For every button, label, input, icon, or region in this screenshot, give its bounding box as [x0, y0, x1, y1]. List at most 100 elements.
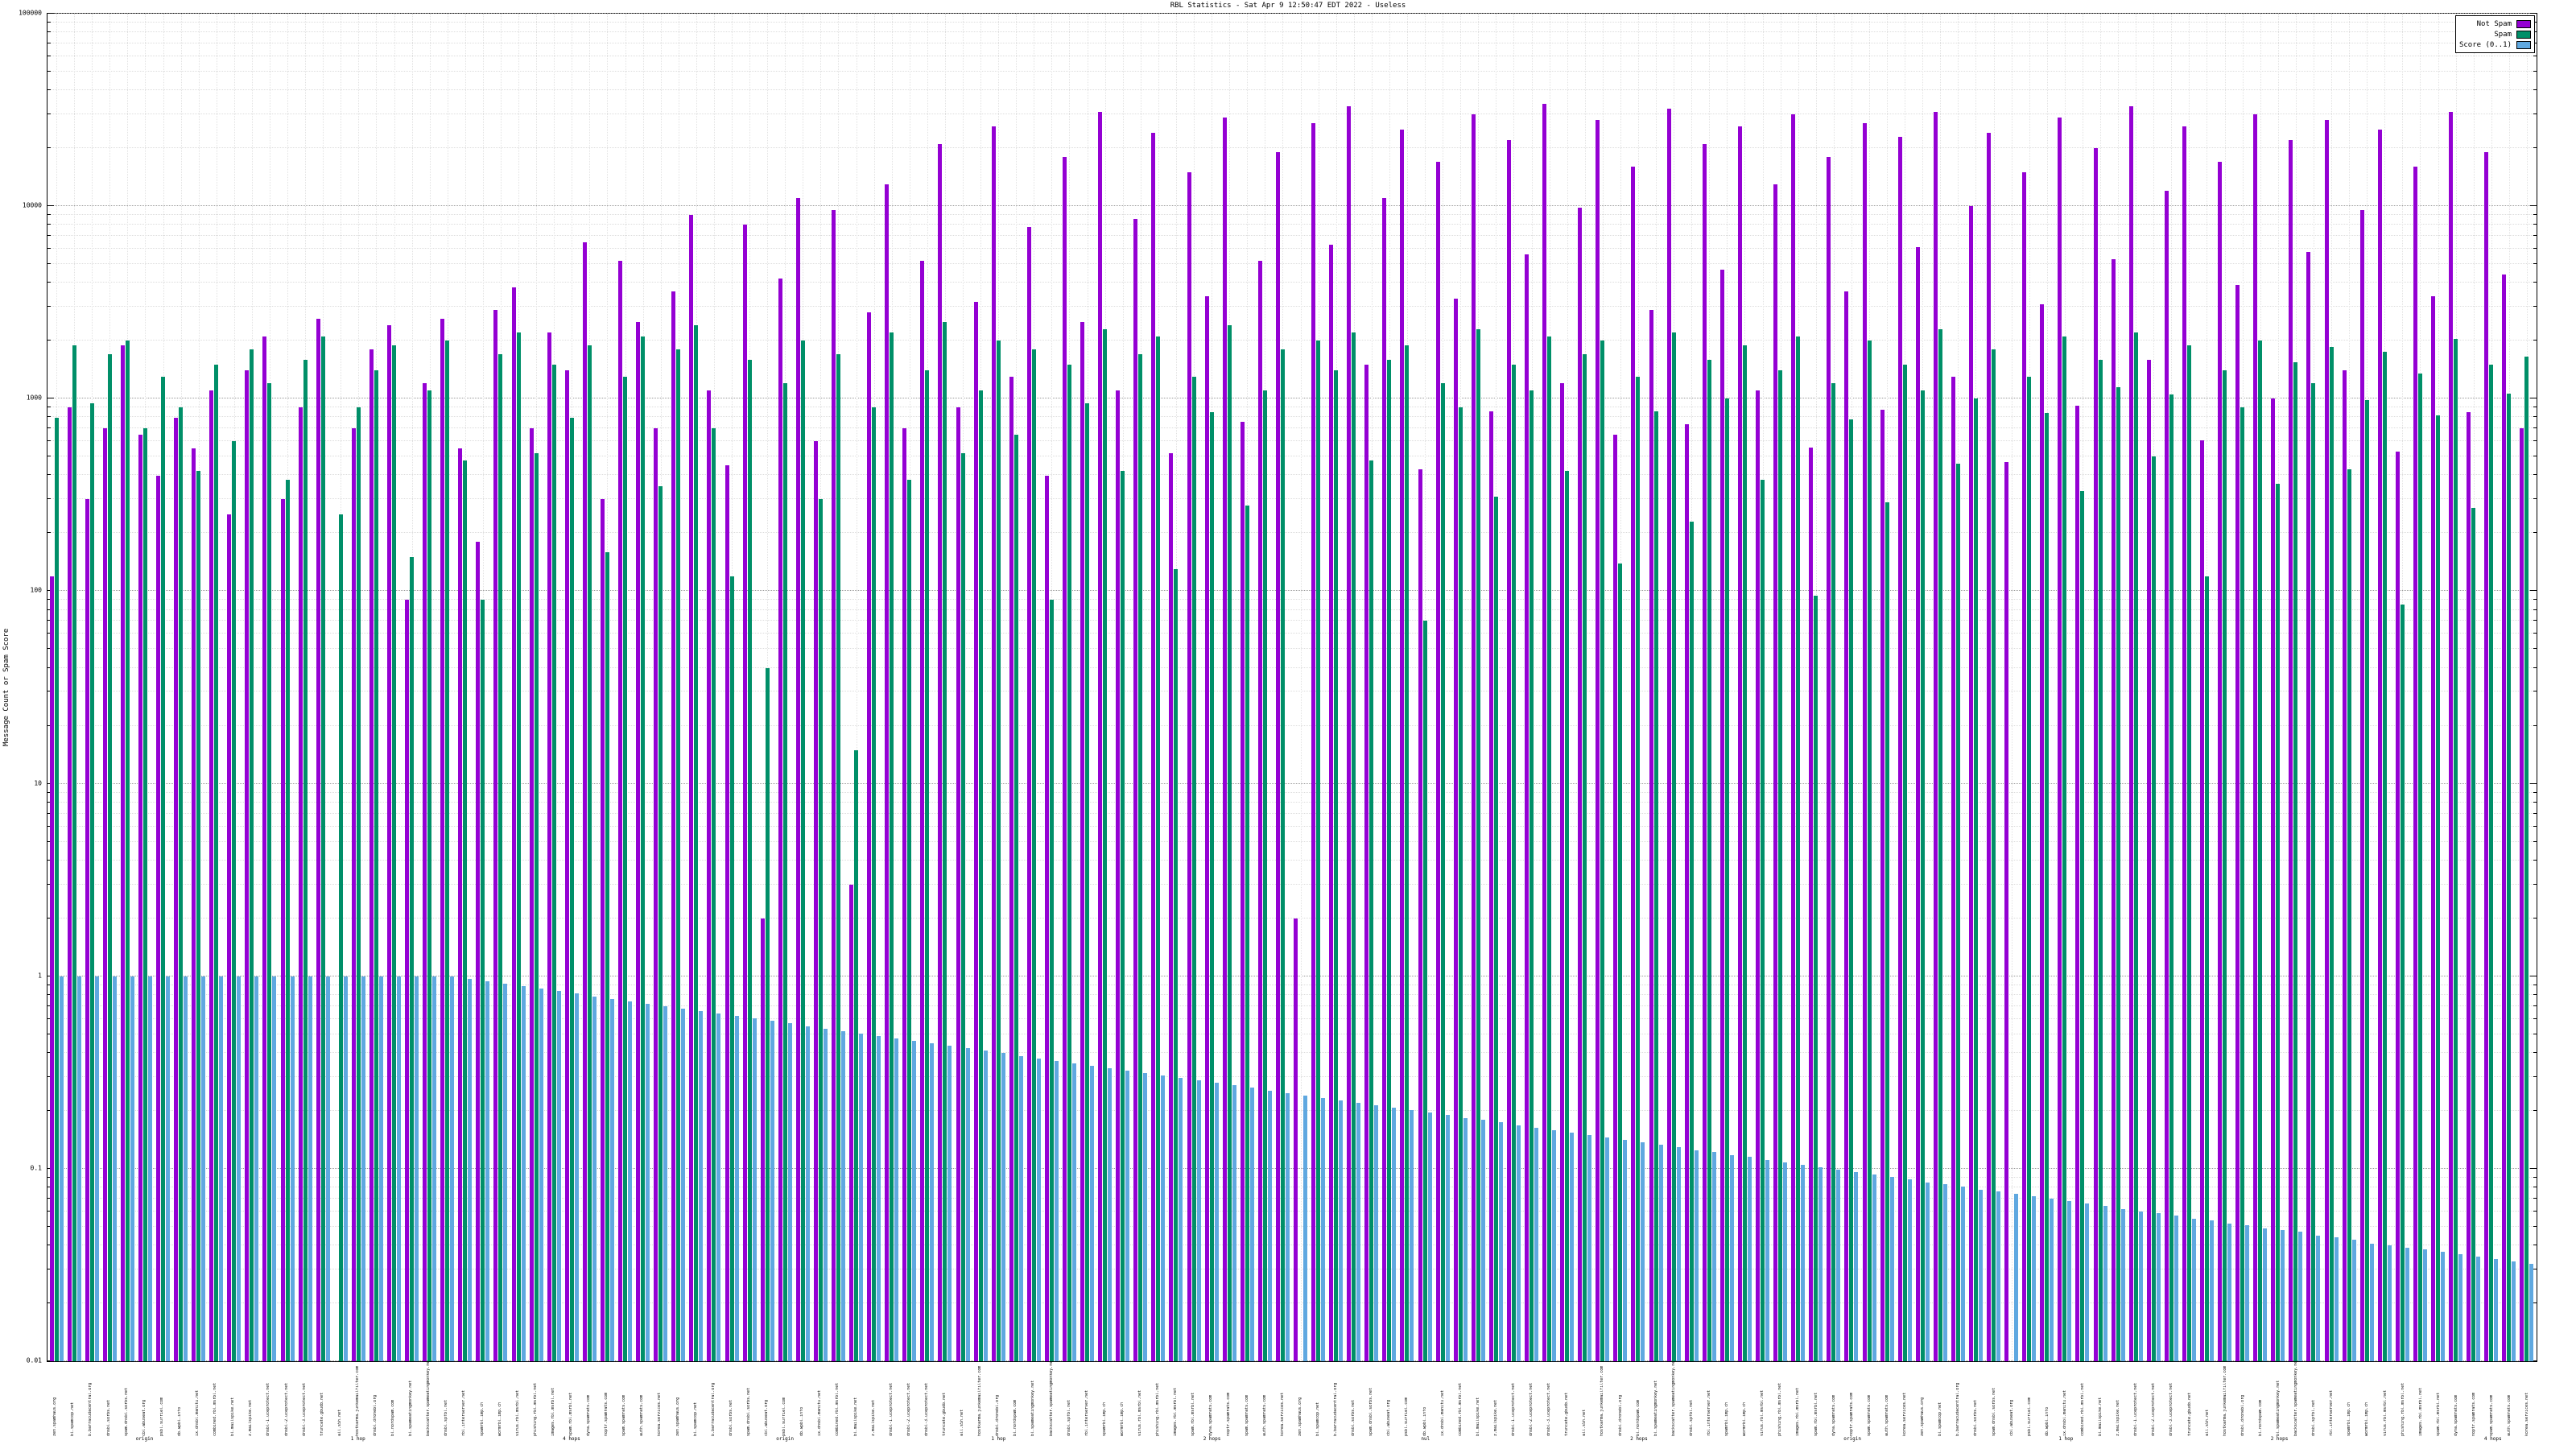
bar-group: [2180, 14, 2198, 1361]
bar-score-0-1: [1018, 1055, 1023, 1361]
gridline: [47, 440, 2537, 442]
bar-not-spam: [120, 345, 125, 1361]
bar-group: [456, 14, 474, 1361]
gridline: [47, 89, 2537, 91]
bar-group: [1363, 14, 1381, 1361]
bar-score-0-1: [201, 976, 206, 1361]
x-tick-label: dnsbl-2.uceprotect.net: [2152, 1382, 2157, 1436]
bar-cluster: [2411, 14, 2429, 1361]
axis-tick: [2533, 724, 2537, 726]
bar-score-0-1: [1214, 1083, 1219, 1361]
bar-score-0-1: [1960, 1186, 1965, 1361]
bar-score-0-1: [894, 1038, 899, 1361]
bar-score-0-1: [2156, 1212, 2161, 1361]
bar-score-0-1: [2209, 1220, 2214, 1361]
x-label-cell: dnsbl-2.uceprotect.net: [1523, 1362, 1541, 1436]
bar-cluster: [1896, 14, 1913, 1361]
x-tick-label: dyna.spamrats.com: [2454, 1394, 2458, 1436]
x-tick-label: dnsbl.dronebl.org: [1618, 1394, 1623, 1436]
bar-spam: [694, 325, 699, 1361]
bar-spam: [142, 428, 147, 1361]
bar-cluster: [1274, 14, 1291, 1361]
bar-score-0-1: [1125, 1071, 1130, 1361]
x-label-cell: bl.spamcop.net: [1310, 1362, 1327, 1436]
bar-not-spam: [174, 417, 179, 1361]
bar-cluster: [989, 14, 1007, 1361]
axis-tick: [2533, 31, 2537, 33]
bar-group: [2198, 14, 2215, 1361]
bar-spam: [890, 332, 894, 1361]
gridline: [47, 1005, 2537, 1006]
bar-not-spam: [1116, 390, 1121, 1361]
bar-group: [1398, 14, 1416, 1361]
x-label-cell: bl.spameatingmonkey.net: [2270, 1362, 2288, 1436]
x-tick-label: dnsbl-2.uceprotect.net: [284, 1382, 289, 1436]
bar-score-0-1: [1747, 1157, 1752, 1361]
bar-not-spam: [654, 428, 658, 1361]
x-tick-label: db.wpbl.info: [1422, 1406, 1427, 1436]
bar-group: [1985, 14, 2003, 1361]
bar-not-spam: [458, 448, 463, 1361]
x-sub-label: 4 hops: [2483, 1436, 2502, 1442]
x-tick-label: truncate.gbudb.net: [1565, 1392, 1570, 1436]
bar-score-0-1: [1321, 1098, 1326, 1361]
bar-group: [1949, 14, 1967, 1361]
x-label-cell: z.mailspike.net: [242, 1362, 260, 1436]
axis-tick: [2533, 993, 2537, 995]
axis-tick: [2533, 147, 2537, 149]
axis-tick: [47, 147, 51, 149]
bar-group: [385, 14, 402, 1361]
bar-not-spam: [1347, 106, 1352, 1361]
x-label-cell: spam.dnsbl.sorbs.net: [741, 1362, 758, 1436]
bar-group: [1381, 14, 1398, 1361]
x-label-cell: ix.dnsbl.manitu.net: [811, 1362, 829, 1436]
bar-cluster: [2483, 14, 2500, 1361]
gridline: [47, 917, 2537, 919]
bar-cluster: [1114, 14, 1132, 1361]
x-label-cell: phishing.rbl.msrbl.net: [1150, 1362, 1167, 1436]
bar-spam: [161, 376, 165, 1361]
x-tick-label: spam.dnsbl.sorbs.net: [746, 1387, 751, 1436]
x-tick-label: backscatter.spameatingmonkey.net: [1049, 1362, 1054, 1436]
x-label-cell: hostkarma.junkemailfilter.com: [972, 1362, 989, 1436]
bar-score-0-1: [2085, 1203, 2090, 1361]
x-tick-label: hostkarma.junkemailfilter.com: [978, 1365, 983, 1436]
bar-not-spam: [2146, 359, 2151, 1361]
bar-cluster: [1042, 14, 1060, 1361]
bar-score-0-1: [609, 998, 614, 1361]
x-tick-label: images.rbl.msrbl.net: [1796, 1387, 1801, 1436]
bar-group: [2216, 14, 2234, 1361]
bar-not-spam: [1542, 104, 1547, 1361]
x-label-cell: wormrbl.imp.ch: [1114, 1362, 1132, 1436]
bar-group: [1256, 14, 1274, 1361]
bar-not-spam: [831, 210, 836, 1361]
axis-tick: [2530, 1167, 2537, 1169]
axis-tick: [2533, 263, 2537, 265]
x-tick-label: dnsbl.spfbl.net: [444, 1399, 449, 1436]
bar-cluster: [1363, 14, 1381, 1361]
bar-not-spam: [1613, 434, 1618, 1361]
bar-not-spam: [2395, 452, 2400, 1361]
axis-tick: [47, 1197, 51, 1199]
x-label-cell: images.rbl.msrbl.net: [2412, 1362, 2429, 1436]
bar-group: [1150, 14, 1167, 1361]
bar-cluster: [1665, 14, 1682, 1361]
x-label-cell: bl.spamcop.net: [1932, 1362, 1950, 1436]
y-tick-label: 10: [34, 779, 42, 787]
x-tick-label: truncate.gbudb.net: [320, 1392, 324, 1436]
bar-not-spam: [1222, 117, 1227, 1361]
axis-tick: [2533, 1197, 2537, 1199]
axis-tick: [47, 620, 51, 621]
x-tick-label: db.wpbl.info: [2045, 1406, 2050, 1436]
x-label-cell: zen.spamhaus.org: [1292, 1362, 1310, 1436]
bar-cluster: [1790, 14, 1807, 1361]
bar-spam: [1530, 390, 1534, 1361]
bar-score-0-1: [1587, 1134, 1592, 1361]
axis-tick: [2533, 474, 2537, 476]
bar-group: [1629, 14, 1647, 1361]
x-label-cell: dnsbl-1.uceprotect.net: [260, 1362, 278, 1436]
bar-score-0-1: [308, 976, 312, 1361]
bar-spam: [1778, 370, 1783, 1361]
bar-group: [403, 14, 421, 1361]
x-tick-label: bl.spamcop.net: [71, 1402, 76, 1436]
